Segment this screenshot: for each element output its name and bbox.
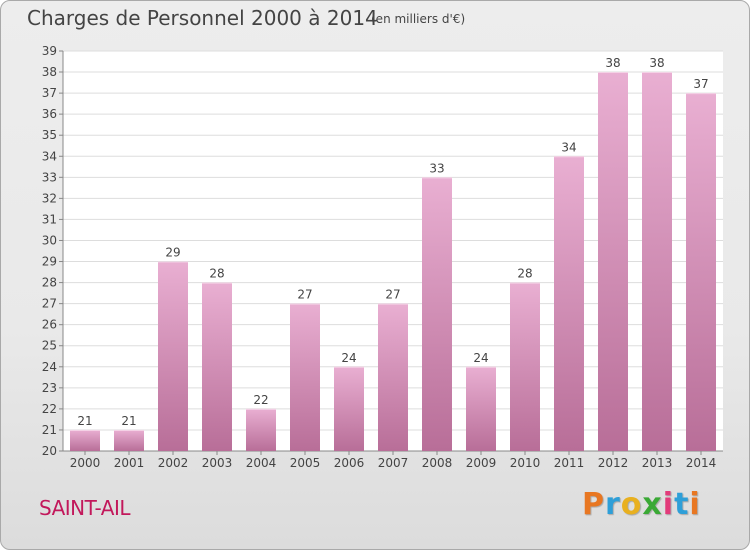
data-label: 27 <box>385 288 400 302</box>
y-tick-label: 29 <box>42 255 57 269</box>
x-tick-label: 2007 <box>378 456 409 470</box>
data-label: 29 <box>165 246 180 260</box>
y-tick-label: 26 <box>42 318 57 332</box>
bar <box>642 72 672 451</box>
data-label: 28 <box>517 267 532 281</box>
x-tick-label: 2000 <box>70 456 101 470</box>
y-tick-label: 22 <box>42 402 57 416</box>
data-label: 28 <box>209 267 224 281</box>
y-tick-label: 21 <box>42 423 57 437</box>
logo-letter: t <box>674 487 690 522</box>
y-tick-label: 35 <box>42 128 57 142</box>
x-tick-label: 2009 <box>466 456 497 470</box>
data-label: 27 <box>297 288 312 302</box>
x-tick-label: 2014 <box>686 456 717 470</box>
y-tick-label: 25 <box>42 339 57 353</box>
y-tick-label: 37 <box>42 86 57 100</box>
y-tick-label: 38 <box>42 65 57 79</box>
y-tick-label: 36 <box>42 107 57 121</box>
logo-letter: x <box>642 487 663 522</box>
data-label: 21 <box>77 414 92 428</box>
y-tick-label: 31 <box>42 212 57 226</box>
y-tick-label: 33 <box>42 170 57 184</box>
bar <box>598 72 628 451</box>
data-label: 24 <box>473 351 488 365</box>
chart-subtitle: (en milliers d'€) <box>371 12 466 26</box>
data-label: 38 <box>605 56 620 70</box>
bar <box>70 429 100 451</box>
logo-letter: o <box>620 487 643 522</box>
x-tick-label: 2001 <box>114 456 145 470</box>
data-label: 22 <box>253 393 268 407</box>
proxiti-logo: Proxiti <box>582 487 701 522</box>
x-tick-label: 2011 <box>554 456 585 470</box>
x-tick-label: 2004 <box>246 456 277 470</box>
logo-letter: P <box>582 487 605 522</box>
data-label: 37 <box>693 77 708 91</box>
chart-title: Charges de Personnel 2000 à 2014 <box>27 6 378 30</box>
x-tick-label: 2006 <box>334 456 365 470</box>
logo-letter: r <box>605 487 621 522</box>
bar <box>246 408 276 451</box>
y-tick-label: 27 <box>42 297 57 311</box>
y-tick-label: 32 <box>42 191 57 205</box>
y-tick-label: 30 <box>42 233 57 247</box>
bar <box>158 261 188 451</box>
y-tick-label: 34 <box>42 149 57 163</box>
bar <box>290 303 320 451</box>
y-tick-label: 39 <box>42 44 57 58</box>
x-tick-label: 2008 <box>422 456 453 470</box>
y-tick-label: 20 <box>42 444 57 458</box>
bar <box>422 177 452 451</box>
y-tick-label: 28 <box>42 276 57 290</box>
x-tick-label: 2002 <box>158 456 189 470</box>
bar <box>554 156 584 451</box>
data-label: 24 <box>341 351 356 365</box>
x-tick-label: 2012 <box>598 456 629 470</box>
bar <box>114 429 144 451</box>
bar <box>378 303 408 451</box>
bar <box>686 93 716 452</box>
bar <box>466 366 496 451</box>
logo-letter: i <box>662 487 675 522</box>
y-tick-label: 23 <box>42 381 57 395</box>
x-tick-label: 2010 <box>510 456 541 470</box>
x-tick-label: 2003 <box>202 456 233 470</box>
data-label: 34 <box>561 140 576 154</box>
commune-name: SAINT-AIL <box>39 496 131 520</box>
x-tick-label: 2013 <box>642 456 673 470</box>
data-label: 21 <box>121 414 136 428</box>
data-label: 33 <box>429 161 444 175</box>
y-tick-label: 24 <box>42 360 57 374</box>
bar <box>334 366 364 451</box>
logo-letter: i <box>689 487 701 522</box>
bar <box>510 282 540 451</box>
data-label: 38 <box>649 56 664 70</box>
bar <box>202 282 232 451</box>
x-tick-label: 2005 <box>290 456 321 470</box>
